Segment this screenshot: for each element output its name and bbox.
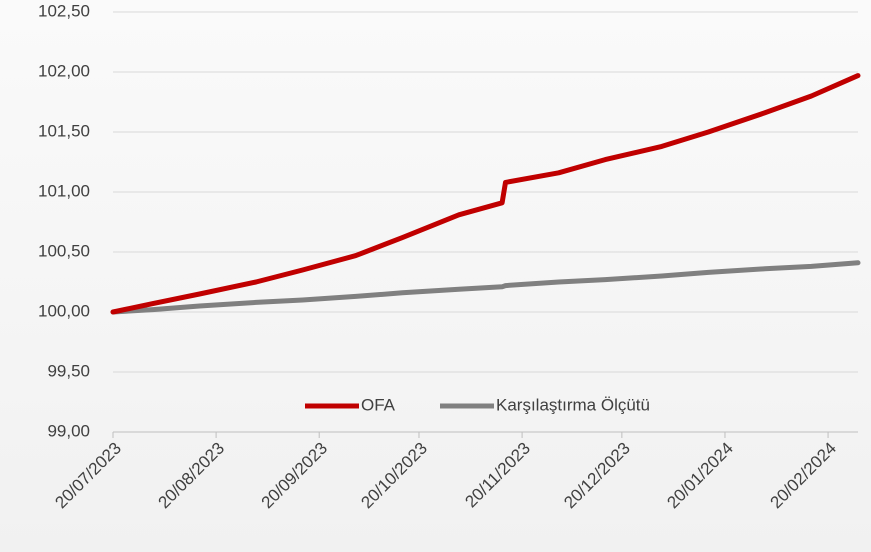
y-tick-label: 99,00 <box>47 421 90 440</box>
y-tick-label: 102,00 <box>38 61 90 80</box>
y-tick-label: 101,00 <box>38 181 90 200</box>
x-tick-label: 20/12/2023 <box>560 439 634 513</box>
legend-label: Karşılaştırma Ölçütü <box>496 395 650 414</box>
x-tick-label: 20/11/2023 <box>461 439 534 512</box>
y-tick-label: 102,50 <box>38 1 90 20</box>
y-tick-label: 101,50 <box>38 121 90 140</box>
y-tick-label: 100,50 <box>38 241 90 260</box>
x-tick-label: 20/01/2024 <box>663 439 737 513</box>
x-tick-label: 20/07/2023 <box>51 439 125 513</box>
x-tick-label: 20/09/2023 <box>258 439 332 513</box>
x-tick-label: 20/10/2023 <box>357 439 431 513</box>
series-line <box>110 73 861 315</box>
legend-label: OFA <box>361 395 396 414</box>
legend: OFA Karşılaştırma Ölçütü <box>305 395 650 414</box>
y-tick-label: 100,00 <box>38 301 90 320</box>
x-tick-label: 20/02/2024 <box>766 439 840 513</box>
y-tick-label: 99,50 <box>47 361 90 380</box>
series-line <box>110 260 861 315</box>
x-tick-label: 20/08/2023 <box>154 439 228 513</box>
